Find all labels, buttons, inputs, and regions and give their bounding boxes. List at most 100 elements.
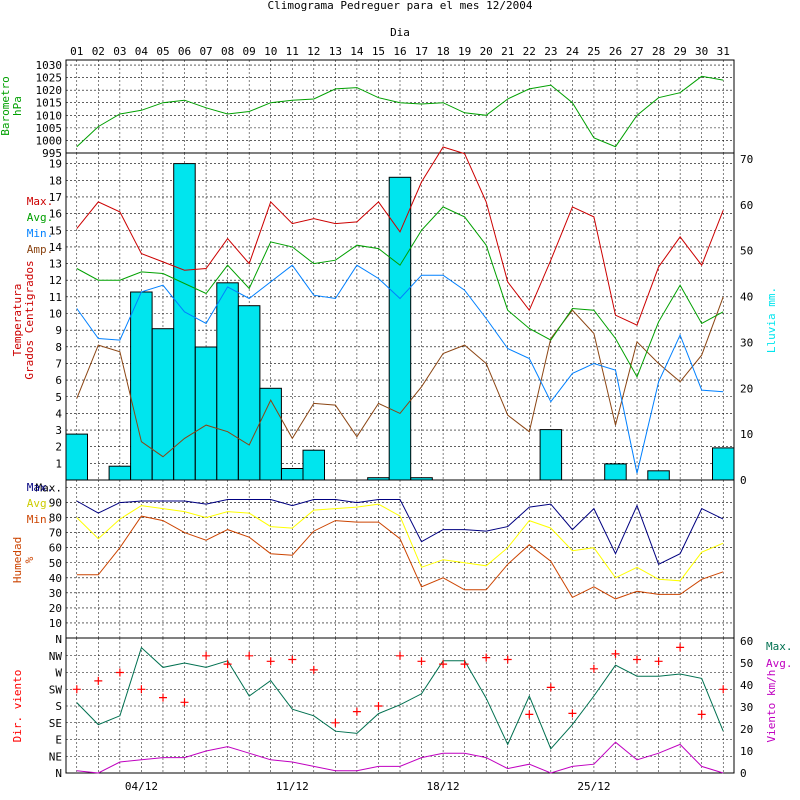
day-tick-label: 03: [113, 45, 126, 58]
humidity-avg-series: [76, 503, 724, 582]
day-tick-label: 09: [243, 45, 256, 58]
rain-tick-label: 0: [740, 474, 747, 487]
humidity-tick-label: 10: [49, 617, 62, 630]
day-axis-label: Dia: [390, 26, 410, 39]
wind-direction-marker: [676, 643, 685, 652]
temperature-tick-label: 3: [55, 424, 62, 437]
temperature-tick-label: 10: [49, 308, 62, 321]
wind-direction-marker: [223, 660, 232, 669]
wind-direction-marker: [288, 655, 297, 664]
day-tick-label: 20: [480, 45, 493, 58]
wind-speed-tick-label: 10: [740, 745, 753, 758]
wind-direction-marker: [503, 655, 512, 664]
wind-direction-tick-label: NW: [49, 650, 63, 663]
wind-speed-tick-label: 50: [740, 657, 753, 670]
rain-bar: [151, 328, 175, 481]
humidity-max-series: [76, 499, 724, 565]
humidity-tick-label: 80: [49, 512, 62, 525]
wind-avg-series: [76, 741, 724, 774]
wind-direction-marker: [94, 676, 103, 685]
day-tick-label: 16: [393, 45, 406, 58]
humidity-tick-label: 50: [49, 557, 62, 570]
wind-direction-tick-label: E: [55, 734, 62, 747]
temperature-tick-label: 8: [55, 341, 62, 354]
day-tick-label: 31: [717, 45, 730, 58]
wind-direction-tick-label: SW: [49, 683, 63, 696]
wind-direction-marker: [568, 709, 577, 718]
wind-direction-marker: [633, 655, 641, 664]
temperature-tick-label: 18: [49, 174, 62, 187]
wind-direction-marker: [697, 710, 706, 719]
day-tick-label: 13: [329, 45, 342, 58]
wind-direction-marker: [72, 685, 81, 694]
wind-direction-tick-label: NE: [49, 750, 62, 763]
wind-direction-marker: [417, 657, 426, 666]
temperature-tick-label: 19: [49, 158, 62, 171]
barometer-tick-label: 995: [42, 147, 62, 160]
rain-bar: [604, 463, 627, 481]
day-tick-label: 18: [436, 45, 449, 58]
rain-bar: [388, 176, 412, 481]
wind-direction-tick-label: S: [55, 700, 62, 713]
wind-direction-marker: [202, 651, 211, 660]
rain-tick-label: 30: [740, 336, 753, 349]
chart-title: Climograma Pedreguer para el mes 12/2004: [268, 0, 533, 12]
wind-direction-marker: [460, 660, 469, 669]
day-tick-label: 14: [350, 45, 364, 58]
temperature-legend-item: Max.: [27, 195, 54, 208]
temperature-tick-label: 5: [55, 391, 62, 404]
temperature-legend-item: Amp.: [27, 243, 54, 256]
day-tick-label: 24: [566, 45, 580, 58]
day-tick-label: 07: [199, 45, 212, 58]
day-tick-label: 28: [652, 45, 665, 58]
barometer-tick-label: 1020: [36, 84, 63, 97]
temperature-tick-label: 17: [49, 191, 62, 204]
rain-bar: [130, 291, 153, 481]
day-tick-label: 02: [92, 45, 105, 58]
wind-direction-marker: [654, 657, 663, 666]
wind-direction-marker: [546, 683, 555, 692]
day-tick-label: 15: [372, 45, 385, 58]
day-tick-label: 27: [630, 45, 643, 58]
wind-direction-marker: [137, 685, 146, 694]
wind-legend-avg: Avg.: [766, 657, 793, 670]
day-tick-label: 11: [286, 45, 299, 58]
rain-bar: [237, 305, 261, 481]
humidity-tick-label: 30: [49, 587, 62, 600]
rain-bar: [281, 468, 304, 481]
temperature-amp-series: [76, 296, 724, 458]
day-tick-label: 21: [501, 45, 514, 58]
humidity-ylabel-unit: %: [23, 556, 36, 563]
rain-tick-label: 40: [740, 291, 753, 304]
humidity-tick-label: 60: [49, 542, 62, 555]
day-tick-label: 26: [609, 45, 622, 58]
day-tick-label: 29: [674, 45, 687, 58]
temperature-ylabel-unit: Grados Centigrados: [23, 260, 36, 379]
temperature-tick-label: 13: [49, 258, 62, 271]
wind-direction-marker: [352, 707, 361, 716]
barometer-tick-label: 1030: [36, 59, 63, 72]
day-tick-label: 05: [156, 45, 169, 58]
wind-legend-max: Max.: [766, 640, 793, 653]
barometer-ylabel-unit: hPa: [11, 96, 24, 116]
wind-speed-tick-label: 30: [740, 701, 753, 714]
rain-tick-label: 10: [740, 428, 753, 441]
wind-direction-tick-label: W: [55, 667, 62, 680]
wind-direction-tick-label: N: [55, 633, 62, 646]
barometer-ylabel: Barometro: [0, 76, 12, 136]
temperature-max-series: [76, 146, 724, 326]
humidity-tick-label: Max.: [36, 482, 63, 495]
wind-direction-ylabel: Dir. viento: [11, 670, 24, 743]
temperature-tick-label: 9: [55, 324, 62, 337]
temperature-tick-label: 1: [55, 457, 62, 470]
day-tick-label: 23: [544, 45, 557, 58]
rain-bar: [302, 449, 325, 481]
rain-bar: [216, 282, 239, 481]
humidity-tick-label: 20: [49, 602, 62, 615]
rain-bar: [410, 477, 433, 481]
wind-speed-tick-label: 60: [740, 635, 753, 648]
wind-direction-marker: [611, 649, 620, 658]
day-tick-label: 22: [523, 45, 536, 58]
wind-direction-marker: [266, 657, 275, 666]
